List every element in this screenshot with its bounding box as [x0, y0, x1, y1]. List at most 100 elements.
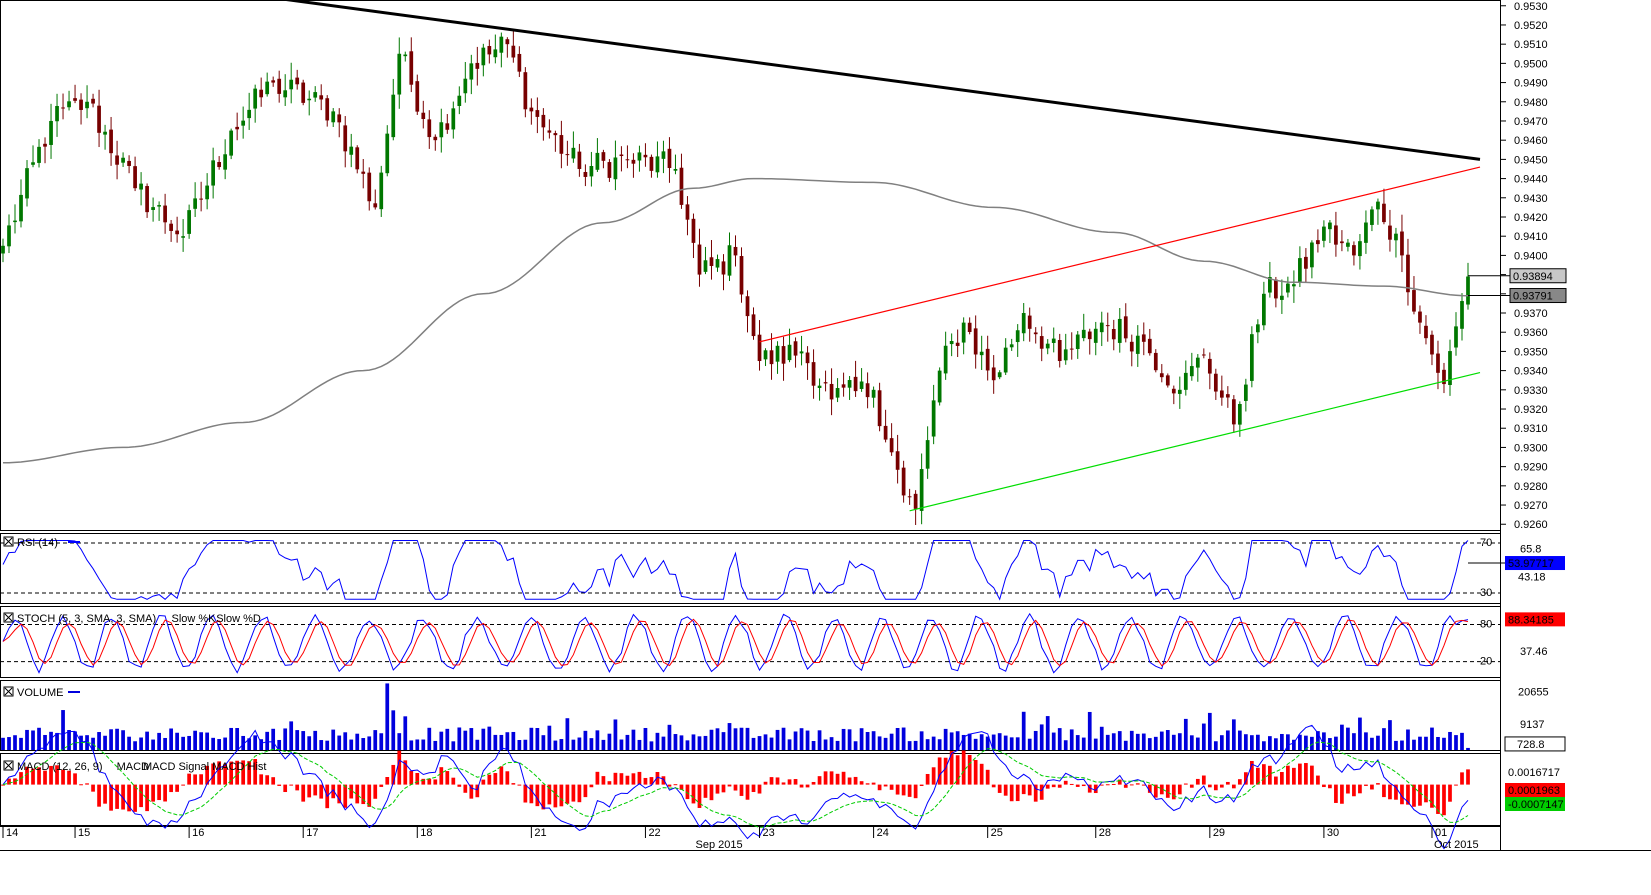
candle[interactable] [1219, 375, 1224, 406]
candle[interactable] [733, 235, 738, 267]
candle[interactable] [685, 196, 690, 236]
candle[interactable] [265, 72, 270, 97]
candle[interactable] [1280, 279, 1284, 314]
candle[interactable] [1, 238, 5, 263]
candle[interactable] [1436, 340, 1440, 390]
candle[interactable] [205, 173, 210, 210]
candle[interactable] [661, 140, 666, 174]
candle[interactable] [1274, 276, 1278, 308]
candle[interactable] [43, 137, 47, 164]
candle[interactable] [193, 182, 197, 217]
candle[interactable] [751, 307, 756, 340]
candle[interactable] [715, 254, 720, 272]
candle[interactable] [1105, 312, 1110, 342]
candle[interactable] [1460, 293, 1464, 341]
candle[interactable] [559, 120, 564, 169]
candle[interactable] [295, 69, 300, 90]
candle[interactable] [361, 159, 366, 189]
candle[interactable] [1123, 303, 1128, 343]
candle[interactable] [991, 355, 996, 394]
candle[interactable] [895, 434, 900, 484]
candle[interactable] [253, 84, 258, 123]
candle[interactable] [973, 315, 978, 369]
candle[interactable] [103, 124, 107, 150]
candle[interactable] [1424, 315, 1428, 345]
candle[interactable] [115, 140, 119, 180]
candle[interactable] [805, 346, 810, 380]
candle[interactable] [949, 333, 954, 357]
candle[interactable] [457, 86, 462, 115]
candle[interactable] [1075, 331, 1080, 359]
candle[interactable] [163, 193, 167, 234]
price-panel[interactable] [1, 0, 1481, 525]
candle[interactable] [529, 98, 534, 125]
candle[interactable] [259, 77, 264, 107]
candle[interactable] [655, 141, 660, 178]
candle[interactable] [1093, 321, 1098, 356]
candle[interactable] [709, 240, 714, 280]
candle[interactable] [925, 426, 930, 479]
candle[interactable] [1147, 328, 1152, 356]
candle[interactable] [199, 181, 203, 212]
candle[interactable] [793, 337, 798, 368]
candle[interactable] [307, 90, 312, 116]
candle[interactable] [799, 335, 804, 366]
candle[interactable] [187, 204, 191, 239]
candle[interactable] [493, 34, 498, 64]
candle[interactable] [1340, 230, 1344, 252]
candle[interactable] [979, 335, 984, 370]
candle[interactable] [79, 93, 83, 125]
candle[interactable] [1388, 209, 1392, 252]
candle[interactable] [31, 145, 35, 168]
candle[interactable] [691, 213, 696, 259]
candle[interactable] [451, 101, 456, 139]
candle[interactable] [667, 137, 672, 183]
candle[interactable] [319, 84, 324, 111]
candle[interactable] [1298, 246, 1302, 288]
candle[interactable] [985, 335, 990, 381]
candle[interactable] [325, 95, 330, 127]
candle[interactable] [865, 372, 870, 409]
candle[interactable] [25, 160, 29, 207]
candle[interactable] [1141, 322, 1146, 356]
candle[interactable] [421, 100, 426, 129]
candle[interactable] [829, 368, 834, 416]
candle[interactable] [967, 317, 972, 335]
candle[interactable] [919, 453, 924, 525]
candle[interactable] [1310, 240, 1314, 279]
candle[interactable] [73, 84, 77, 104]
candle[interactable] [373, 189, 378, 210]
candle[interactable] [703, 246, 708, 275]
candle[interactable] [481, 43, 486, 77]
candle[interactable] [1057, 333, 1062, 368]
candle[interactable] [217, 156, 222, 170]
candle[interactable] [961, 317, 966, 355]
candle[interactable] [901, 460, 906, 503]
candle[interactable] [301, 79, 306, 106]
candle[interactable] [1165, 373, 1170, 388]
candle[interactable] [223, 139, 228, 180]
candle[interactable] [997, 370, 1002, 380]
candle[interactable] [943, 331, 948, 380]
candle[interactable] [739, 247, 744, 303]
candle[interactable] [1322, 220, 1326, 248]
candle[interactable] [823, 370, 828, 392]
candle[interactable] [547, 119, 552, 139]
candle[interactable] [841, 372, 846, 397]
candle[interactable] [871, 386, 876, 408]
candle[interactable] [1466, 262, 1470, 310]
candle[interactable] [1099, 311, 1104, 347]
candle[interactable] [697, 228, 702, 287]
candle[interactable] [475, 46, 480, 86]
candle[interactable] [67, 90, 71, 111]
candle[interactable] [1213, 368, 1218, 400]
candle[interactable] [1207, 352, 1212, 390]
candle[interactable] [1201, 348, 1206, 359]
candle[interactable] [175, 216, 179, 243]
candle[interactable] [721, 254, 726, 291]
candle[interactable] [1249, 326, 1254, 388]
candle[interactable] [673, 154, 678, 175]
candle[interactable] [139, 172, 143, 206]
candle[interactable] [1117, 307, 1122, 353]
candle[interactable] [445, 114, 450, 134]
